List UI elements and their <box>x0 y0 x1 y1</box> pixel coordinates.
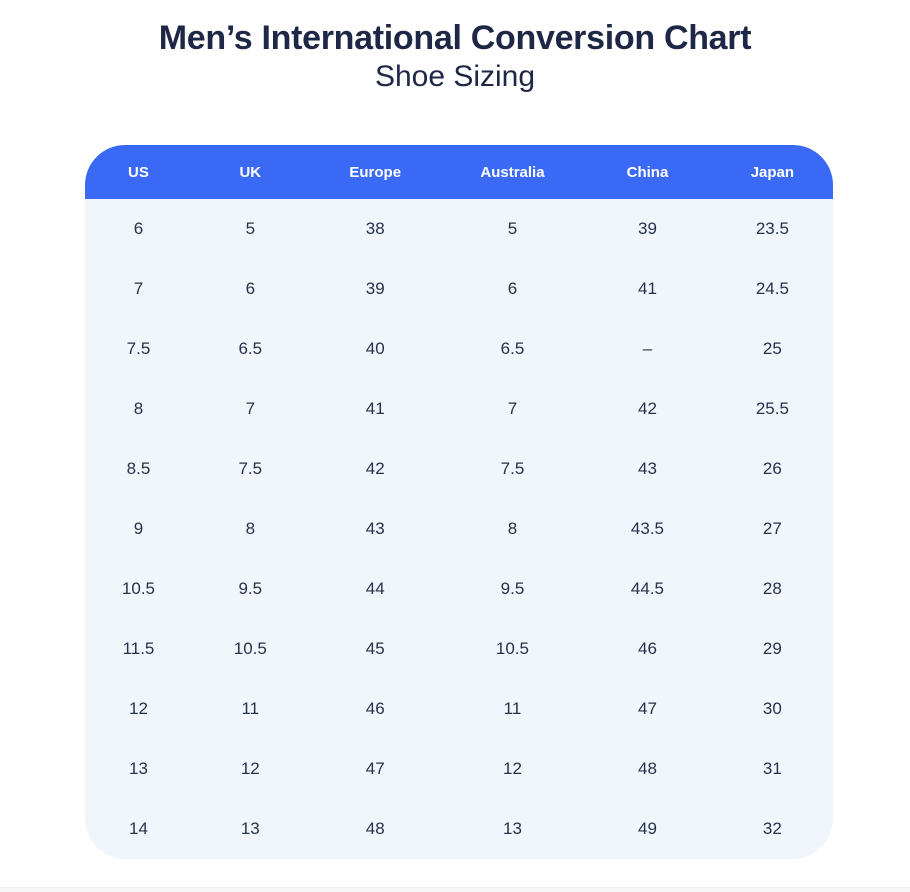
column-header: UK <box>191 145 309 199</box>
table-cell: 6 <box>441 259 584 319</box>
table-row: 8.5 7.5 42 7.5 43 26 <box>85 439 833 499</box>
table-cell: 8 <box>441 499 584 559</box>
table-cell: 5 <box>441 199 584 259</box>
table-cell: 7 <box>191 379 309 439</box>
table-cell: 6 <box>191 259 309 319</box>
table-row: 6 5 38 5 39 23.5 <box>85 199 833 259</box>
page-subtitle: Shoe Sizing <box>374 60 536 94</box>
table-cell: 13 <box>191 799 309 859</box>
table-cell: 23.5 <box>711 199 833 259</box>
table-cell: 49 <box>583 799 712 859</box>
column-header: US <box>85 145 192 199</box>
table-row: 11.5 10.5 45 10.5 46 29 <box>85 619 833 679</box>
table-row: 12 11 46 11 47 30 <box>85 679 833 739</box>
table-cell: 40 <box>308 319 442 379</box>
table-row: 10.5 9.5 44 9.5 44.5 28 <box>85 559 833 619</box>
table-cell: 46 <box>583 619 712 679</box>
table-cell: 48 <box>583 739 712 799</box>
table-header-row: US UK Europe Australia China Japan <box>85 145 833 199</box>
table-row: 8 7 41 7 42 25.5 <box>85 379 833 439</box>
table-cell: 5 <box>191 199 309 259</box>
table-cell: 7 <box>441 379 584 439</box>
table-cell: 43 <box>308 499 442 559</box>
table-row: 7 6 39 6 41 24.5 <box>85 259 833 319</box>
table-cell: 24.5 <box>711 259 833 319</box>
table-cell: 6 <box>85 199 192 259</box>
table-cell: 12 <box>85 679 192 739</box>
table-cell: 6.5 <box>441 319 584 379</box>
table-cell: 28 <box>711 559 833 619</box>
column-header: Europe <box>308 145 442 199</box>
table-cell: 10.5 <box>191 619 309 679</box>
title-block: Men’s International Conversion Chart Sho… <box>0 0 910 95</box>
table-cell: 31 <box>711 739 833 799</box>
table-cell: 9 <box>85 499 192 559</box>
table-cell: 25.5 <box>711 379 833 439</box>
table-cell: 44.5 <box>583 559 712 619</box>
table-cell: 25 <box>711 319 833 379</box>
table-cell: 30 <box>711 679 833 739</box>
table-body: 6 5 38 5 39 23.5 7 6 39 6 41 24.5 7.5 6.5 40 6.5–25 8 7 41… <box>85 199 833 859</box>
column-header: Japan <box>711 145 833 199</box>
table-cell: 13 <box>441 799 584 859</box>
table-cell: 26 <box>711 439 833 499</box>
conversion-table: US UK Europe Australia China Japan 6 5 38 5 39 23.… <box>85 145 833 859</box>
table-cell: 27 <box>711 499 833 559</box>
table-cell: 14 <box>85 799 192 859</box>
table-cell: 11.5 <box>85 619 192 679</box>
table-cell: 42 <box>308 439 442 499</box>
table-cell: 8 <box>85 379 192 439</box>
table-header: US UK Europe Australia China Japan <box>85 145 833 199</box>
table-cell: 9.5 <box>191 559 309 619</box>
table-cell: 11 <box>441 679 584 739</box>
table-cell: 41 <box>583 259 712 319</box>
table-cell: 10.5 <box>85 559 192 619</box>
table-cell: 39 <box>583 199 712 259</box>
table-cell: 7.5 <box>441 439 584 499</box>
table-cell: 8 <box>191 499 309 559</box>
table-cell: 44 <box>308 559 442 619</box>
conversion-table-container: US UK Europe Australia China Japan 6 5 38 5 39 23.… <box>85 145 833 859</box>
table-cell: 42 <box>583 379 712 439</box>
table-cell: 9.5 <box>441 559 584 619</box>
table-cell: 12 <box>191 739 309 799</box>
table-cell: 43.5 <box>583 499 712 559</box>
table-cell: 7 <box>85 259 192 319</box>
table-cell: 43 <box>583 439 712 499</box>
table-cell: 10.5 <box>441 619 584 679</box>
table-cell: 32 <box>711 799 833 859</box>
table-cell: 29 <box>711 619 833 679</box>
table-cell: 6.5 <box>191 319 309 379</box>
table-cell: 7.5 <box>191 439 309 499</box>
table-cell: 38 <box>308 199 442 259</box>
table-cell: 12 <box>441 739 584 799</box>
column-header: Australia <box>441 145 584 199</box>
table-cell: 47 <box>308 739 442 799</box>
table-cell: 48 <box>308 799 442 859</box>
table-cell: 7.5 <box>85 319 192 379</box>
page-title: Men’s International Conversion Chart <box>158 19 752 57</box>
table-cell: 41 <box>308 379 442 439</box>
table-row: 13 12 47 12 48 31 <box>85 739 833 799</box>
table-cell: 46 <box>308 679 442 739</box>
table-cell: 47 <box>583 679 712 739</box>
table-cell: 13 <box>85 739 192 799</box>
table-row: 7.5 6.5 40 6.5–25 <box>85 319 833 379</box>
next-section-edge <box>0 887 910 892</box>
table-cell: 11 <box>191 679 309 739</box>
table-cell: 8.5 <box>85 439 192 499</box>
table-cell: – <box>583 319 712 379</box>
column-header: China <box>583 145 712 199</box>
table-cell: 45 <box>308 619 442 679</box>
table-row: 9 8 43 8 43.5 27 <box>85 499 833 559</box>
table-row: 14 13 48 13 49 32 <box>85 799 833 859</box>
table-cell: 39 <box>308 259 442 319</box>
